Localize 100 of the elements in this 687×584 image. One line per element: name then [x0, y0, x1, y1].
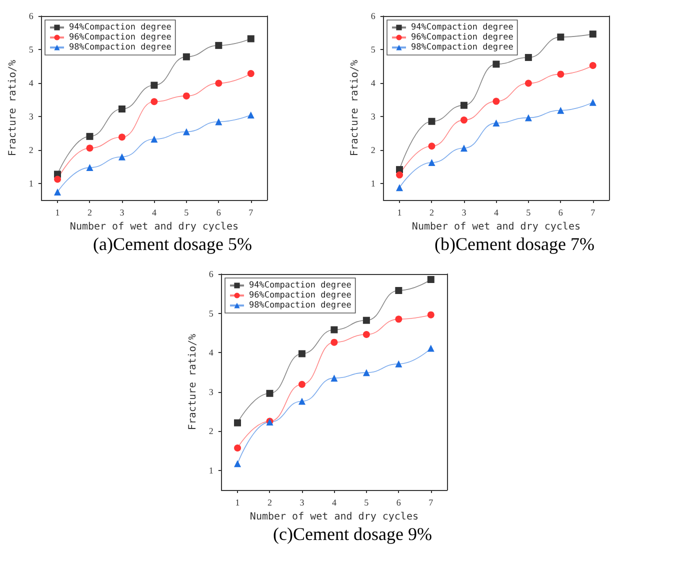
legend-label: 94%Compaction degree	[411, 22, 514, 32]
point	[557, 70, 564, 78]
point	[247, 35, 254, 42]
point	[234, 419, 242, 426]
y-tick-label: 6	[208, 269, 214, 279]
point	[247, 70, 254, 78]
x-tick-label: 7	[248, 208, 254, 218]
point	[54, 188, 62, 196]
point	[589, 98, 596, 106]
point	[86, 164, 94, 172]
point	[396, 171, 404, 178]
point	[460, 144, 468, 152]
y-tick-label: 2	[370, 144, 376, 155]
x-tick-label: 3	[462, 208, 467, 218]
point	[362, 369, 370, 376]
x-tick-label: 4	[332, 498, 337, 508]
x-tick-label: 3	[300, 498, 305, 508]
point	[118, 106, 126, 113]
x-tick-label: 6	[396, 498, 402, 508]
y-tick-label: 1	[370, 178, 376, 188]
y-tick-label: 4	[370, 78, 376, 88]
y-tick-label: 5	[208, 308, 214, 318]
point	[395, 286, 402, 294]
y-tick-label: 4	[208, 348, 214, 358]
point	[54, 176, 62, 183]
y-tick-label: 4	[28, 78, 34, 88]
text: (c)Cement dosage 9%	[273, 524, 432, 544]
y-axis-title: Fracture ratio/%	[350, 60, 360, 156]
y-axis-title: Fracture ratio/%	[188, 334, 198, 430]
legend-label: 98%Compaction degree	[249, 300, 352, 310]
x-tick-label: 2	[429, 208, 434, 218]
point	[150, 136, 158, 143]
point	[330, 374, 338, 382]
x-tick-label: 7	[428, 498, 434, 508]
y-tick-label: 1	[208, 465, 214, 476]
x-tick-label: 2	[267, 498, 272, 508]
legend-label: 96%Compaction degree	[411, 32, 514, 42]
x-tick-label: 1	[55, 208, 60, 218]
y-tick-label: 1	[28, 178, 34, 188]
point	[330, 326, 338, 334]
point	[492, 60, 500, 68]
point	[298, 380, 306, 388]
x-tick-label: 5	[184, 208, 190, 218]
point	[298, 398, 306, 405]
x-tick-label: 4	[152, 208, 157, 218]
point	[524, 54, 532, 61]
x-tick-label: 7	[590, 208, 596, 218]
text: (a)Cement dosage 5%	[93, 234, 252, 254]
point	[524, 80, 532, 87]
point	[460, 116, 468, 124]
point	[215, 118, 222, 126]
point	[460, 102, 468, 109]
point	[182, 128, 190, 136]
point	[492, 120, 500, 127]
point	[362, 316, 370, 324]
legend-label: 94%Compaction degree	[69, 22, 172, 32]
point	[247, 112, 254, 119]
x-tick-label: 1	[397, 208, 402, 218]
legend-label: 98%Compaction degree	[69, 42, 172, 52]
point	[234, 444, 242, 452]
point	[150, 82, 158, 89]
y-tick-label: 5	[28, 44, 34, 54]
x-tick-label: 4	[494, 208, 499, 218]
point	[150, 98, 158, 106]
point	[589, 62, 596, 70]
point	[428, 159, 436, 166]
y-tick-label: 2	[208, 426, 214, 436]
point	[215, 80, 222, 87]
x-axis-title: Number of wet and dry cycles	[412, 221, 580, 232]
x-tick-label: 3	[120, 208, 125, 218]
point	[524, 114, 532, 122]
x-tick-label: 6	[558, 208, 564, 218]
point	[118, 134, 126, 141]
x-axis-title: Number of wet and dry cycles	[250, 511, 418, 522]
point	[428, 118, 436, 125]
point	[298, 350, 306, 358]
legend-label: 94%Compaction degree	[249, 280, 352, 290]
point	[589, 30, 596, 38]
point	[362, 330, 370, 338]
point	[86, 144, 94, 152]
text: (b)Cement dosage 7%	[434, 234, 594, 254]
point	[427, 276, 434, 283]
point	[557, 106, 564, 114]
point	[234, 460, 242, 468]
x-axis-title: Number of wet and dry cycles	[70, 221, 238, 232]
point	[427, 344, 434, 352]
point	[427, 311, 434, 318]
point	[182, 53, 190, 60]
y-axis-title: Fracture ratio/%	[8, 60, 18, 156]
point	[428, 142, 436, 150]
point	[396, 184, 404, 192]
x-tick-label: 5	[526, 208, 532, 218]
y-tick-label: 3	[208, 386, 214, 397]
point	[118, 153, 126, 160]
point	[492, 98, 500, 105]
point	[266, 390, 274, 397]
point	[330, 338, 338, 346]
point	[557, 34, 564, 41]
x-tick-label: 1	[235, 498, 240, 508]
x-tick-label: 6	[216, 208, 222, 218]
